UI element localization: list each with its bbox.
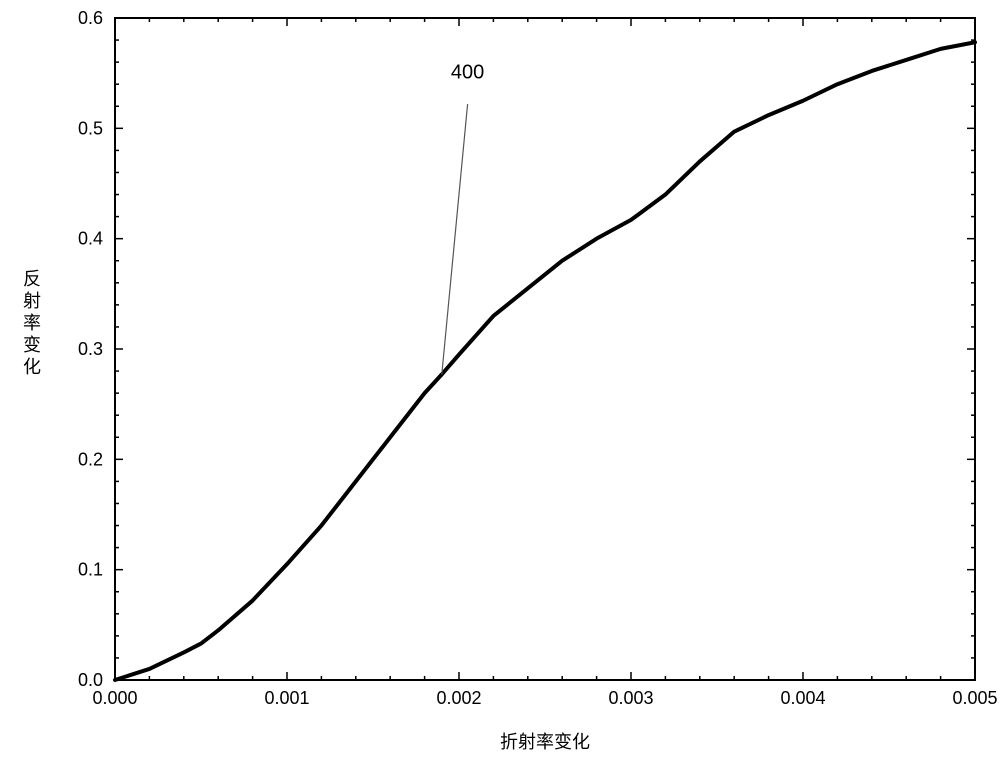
x-tick-label: 0.005 bbox=[952, 688, 997, 708]
y-tick-label: 0.3 bbox=[78, 339, 103, 359]
x-tick-label: 0.004 bbox=[780, 688, 825, 708]
x-axis-label: 折射率变化 bbox=[115, 728, 975, 754]
y-tick-label: 0.0 bbox=[78, 670, 103, 690]
chart-container: 0.000 0.001 0.002 0.003 0.004 0.005 0.0 0.1 0.2 0… bbox=[0, 0, 1000, 780]
y-axis-label: 反射率变化 bbox=[18, 269, 44, 379]
y-tick-label: 0.4 bbox=[78, 229, 103, 249]
y-tick-label: 0.6 bbox=[78, 8, 103, 28]
y-tick-label: 0.2 bbox=[78, 449, 103, 469]
chart-svg: 0.000 0.001 0.002 0.003 0.004 0.005 0.0 0.1 0.2 0… bbox=[0, 0, 1000, 780]
annotation-text: 400 bbox=[451, 62, 484, 84]
x-tick-label: 0.001 bbox=[264, 688, 309, 708]
x-tick-label: 0.000 bbox=[92, 688, 137, 708]
y-tick-label: 0.1 bbox=[78, 560, 103, 580]
x-tick-label: 0.003 bbox=[608, 688, 653, 708]
y-tick-label: 0.5 bbox=[78, 118, 103, 138]
x-tick-label: 0.002 bbox=[436, 688, 481, 708]
